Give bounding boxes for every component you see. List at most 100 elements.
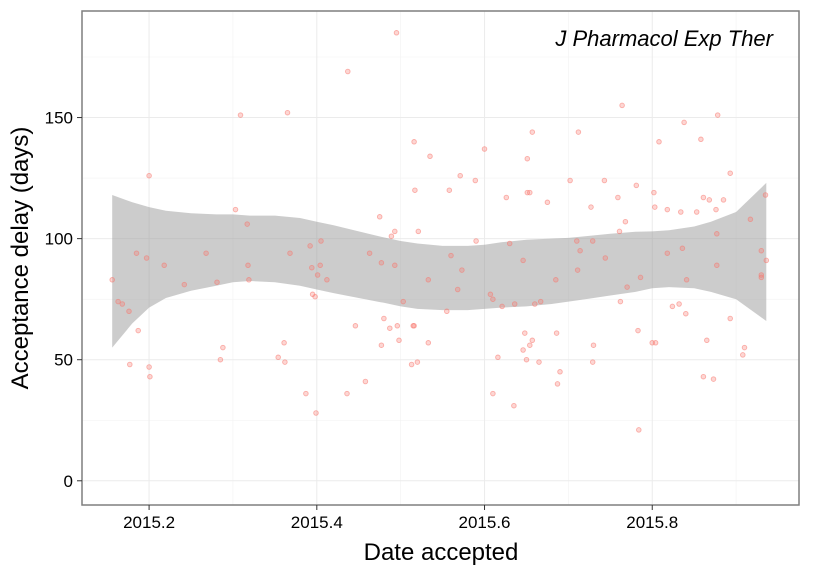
data-point xyxy=(656,139,662,145)
data-point xyxy=(281,340,287,346)
data-point xyxy=(393,30,400,36)
data-point xyxy=(490,390,496,397)
data-point xyxy=(408,361,415,368)
data-point xyxy=(520,257,526,264)
data-point xyxy=(706,197,713,203)
data-point xyxy=(637,274,644,281)
data-point xyxy=(669,303,676,310)
x-tick-label: 2015.8 xyxy=(626,513,678,532)
data-point xyxy=(244,221,250,227)
data-point xyxy=(309,291,316,298)
data-point xyxy=(574,267,581,273)
data-point xyxy=(313,410,319,416)
data-point xyxy=(275,354,281,361)
data-point xyxy=(681,119,687,126)
x-tick-label: 2015.2 xyxy=(123,513,175,532)
data-point xyxy=(529,129,536,135)
data-point xyxy=(554,381,561,387)
x-axis-ticks: 2015.2 2015.4 2015.6 2015.8 xyxy=(123,505,678,532)
data-point xyxy=(396,337,402,344)
data-point xyxy=(115,298,121,305)
data-point xyxy=(741,344,748,351)
data-point xyxy=(679,245,686,252)
data-point xyxy=(392,228,398,235)
data-point xyxy=(624,284,630,290)
data-point xyxy=(246,277,252,283)
data-point xyxy=(601,177,608,184)
data-point xyxy=(425,277,432,283)
data-point xyxy=(713,206,719,213)
data-point xyxy=(495,354,501,361)
data-point xyxy=(553,330,560,336)
data-point xyxy=(511,301,518,307)
data-point xyxy=(710,376,717,382)
data-point xyxy=(527,189,533,196)
data-point xyxy=(700,194,707,201)
data-point xyxy=(220,344,226,351)
data-point xyxy=(146,364,152,370)
confidence-band xyxy=(112,182,767,348)
data-point xyxy=(553,277,559,283)
data-point xyxy=(652,204,658,210)
data-point xyxy=(412,187,418,193)
data-point xyxy=(457,172,463,179)
data-point xyxy=(676,301,682,307)
data-point xyxy=(589,238,596,244)
data-point xyxy=(282,359,288,365)
data-point xyxy=(588,204,594,210)
data-point xyxy=(536,359,542,365)
data-point xyxy=(143,255,150,261)
data-point xyxy=(388,233,395,239)
data-point xyxy=(366,250,373,256)
data-point xyxy=(693,209,700,215)
data-point xyxy=(615,194,621,201)
data-point xyxy=(217,356,224,363)
data-point xyxy=(318,238,324,244)
data-point xyxy=(633,182,640,189)
data-point xyxy=(448,252,454,259)
data-point xyxy=(415,228,422,235)
data-point xyxy=(683,277,690,283)
data-point xyxy=(303,390,309,397)
data-point xyxy=(472,177,479,184)
journal-annotation: J Pharmacol Exp Ther xyxy=(554,26,774,51)
data-point xyxy=(411,323,417,329)
y-axis-title: Acceptance delay (days) xyxy=(7,127,34,390)
data-point xyxy=(487,291,494,298)
data-point xyxy=(575,129,582,135)
data-point xyxy=(567,177,573,184)
data-point xyxy=(473,238,479,244)
data-point xyxy=(522,330,528,336)
data-point xyxy=(307,243,313,249)
data-point xyxy=(287,250,293,256)
data-point xyxy=(617,298,624,305)
data-point xyxy=(651,189,657,196)
data-point xyxy=(414,359,421,365)
y-tick-label: 50 xyxy=(54,351,73,370)
data-point xyxy=(747,216,754,223)
data-point xyxy=(411,139,417,145)
data-point xyxy=(181,281,188,288)
data-point xyxy=(133,250,140,256)
data-point xyxy=(557,369,563,375)
data-point xyxy=(362,378,369,385)
data-point xyxy=(284,109,291,116)
data-point xyxy=(454,286,461,293)
data-point xyxy=(427,153,433,160)
data-point xyxy=(683,310,689,317)
data-point xyxy=(135,327,141,334)
data-point xyxy=(314,272,321,278)
data-point xyxy=(237,112,244,118)
data-point xyxy=(619,102,625,109)
data-point xyxy=(574,238,580,244)
data-point xyxy=(700,373,707,380)
data-point xyxy=(763,257,770,264)
data-point xyxy=(324,277,330,283)
data-point xyxy=(720,197,727,203)
data-point xyxy=(622,218,629,225)
data-point xyxy=(758,247,765,254)
data-point xyxy=(506,240,513,247)
data-point xyxy=(704,337,710,344)
data-point xyxy=(698,136,704,143)
data-point xyxy=(589,359,596,365)
